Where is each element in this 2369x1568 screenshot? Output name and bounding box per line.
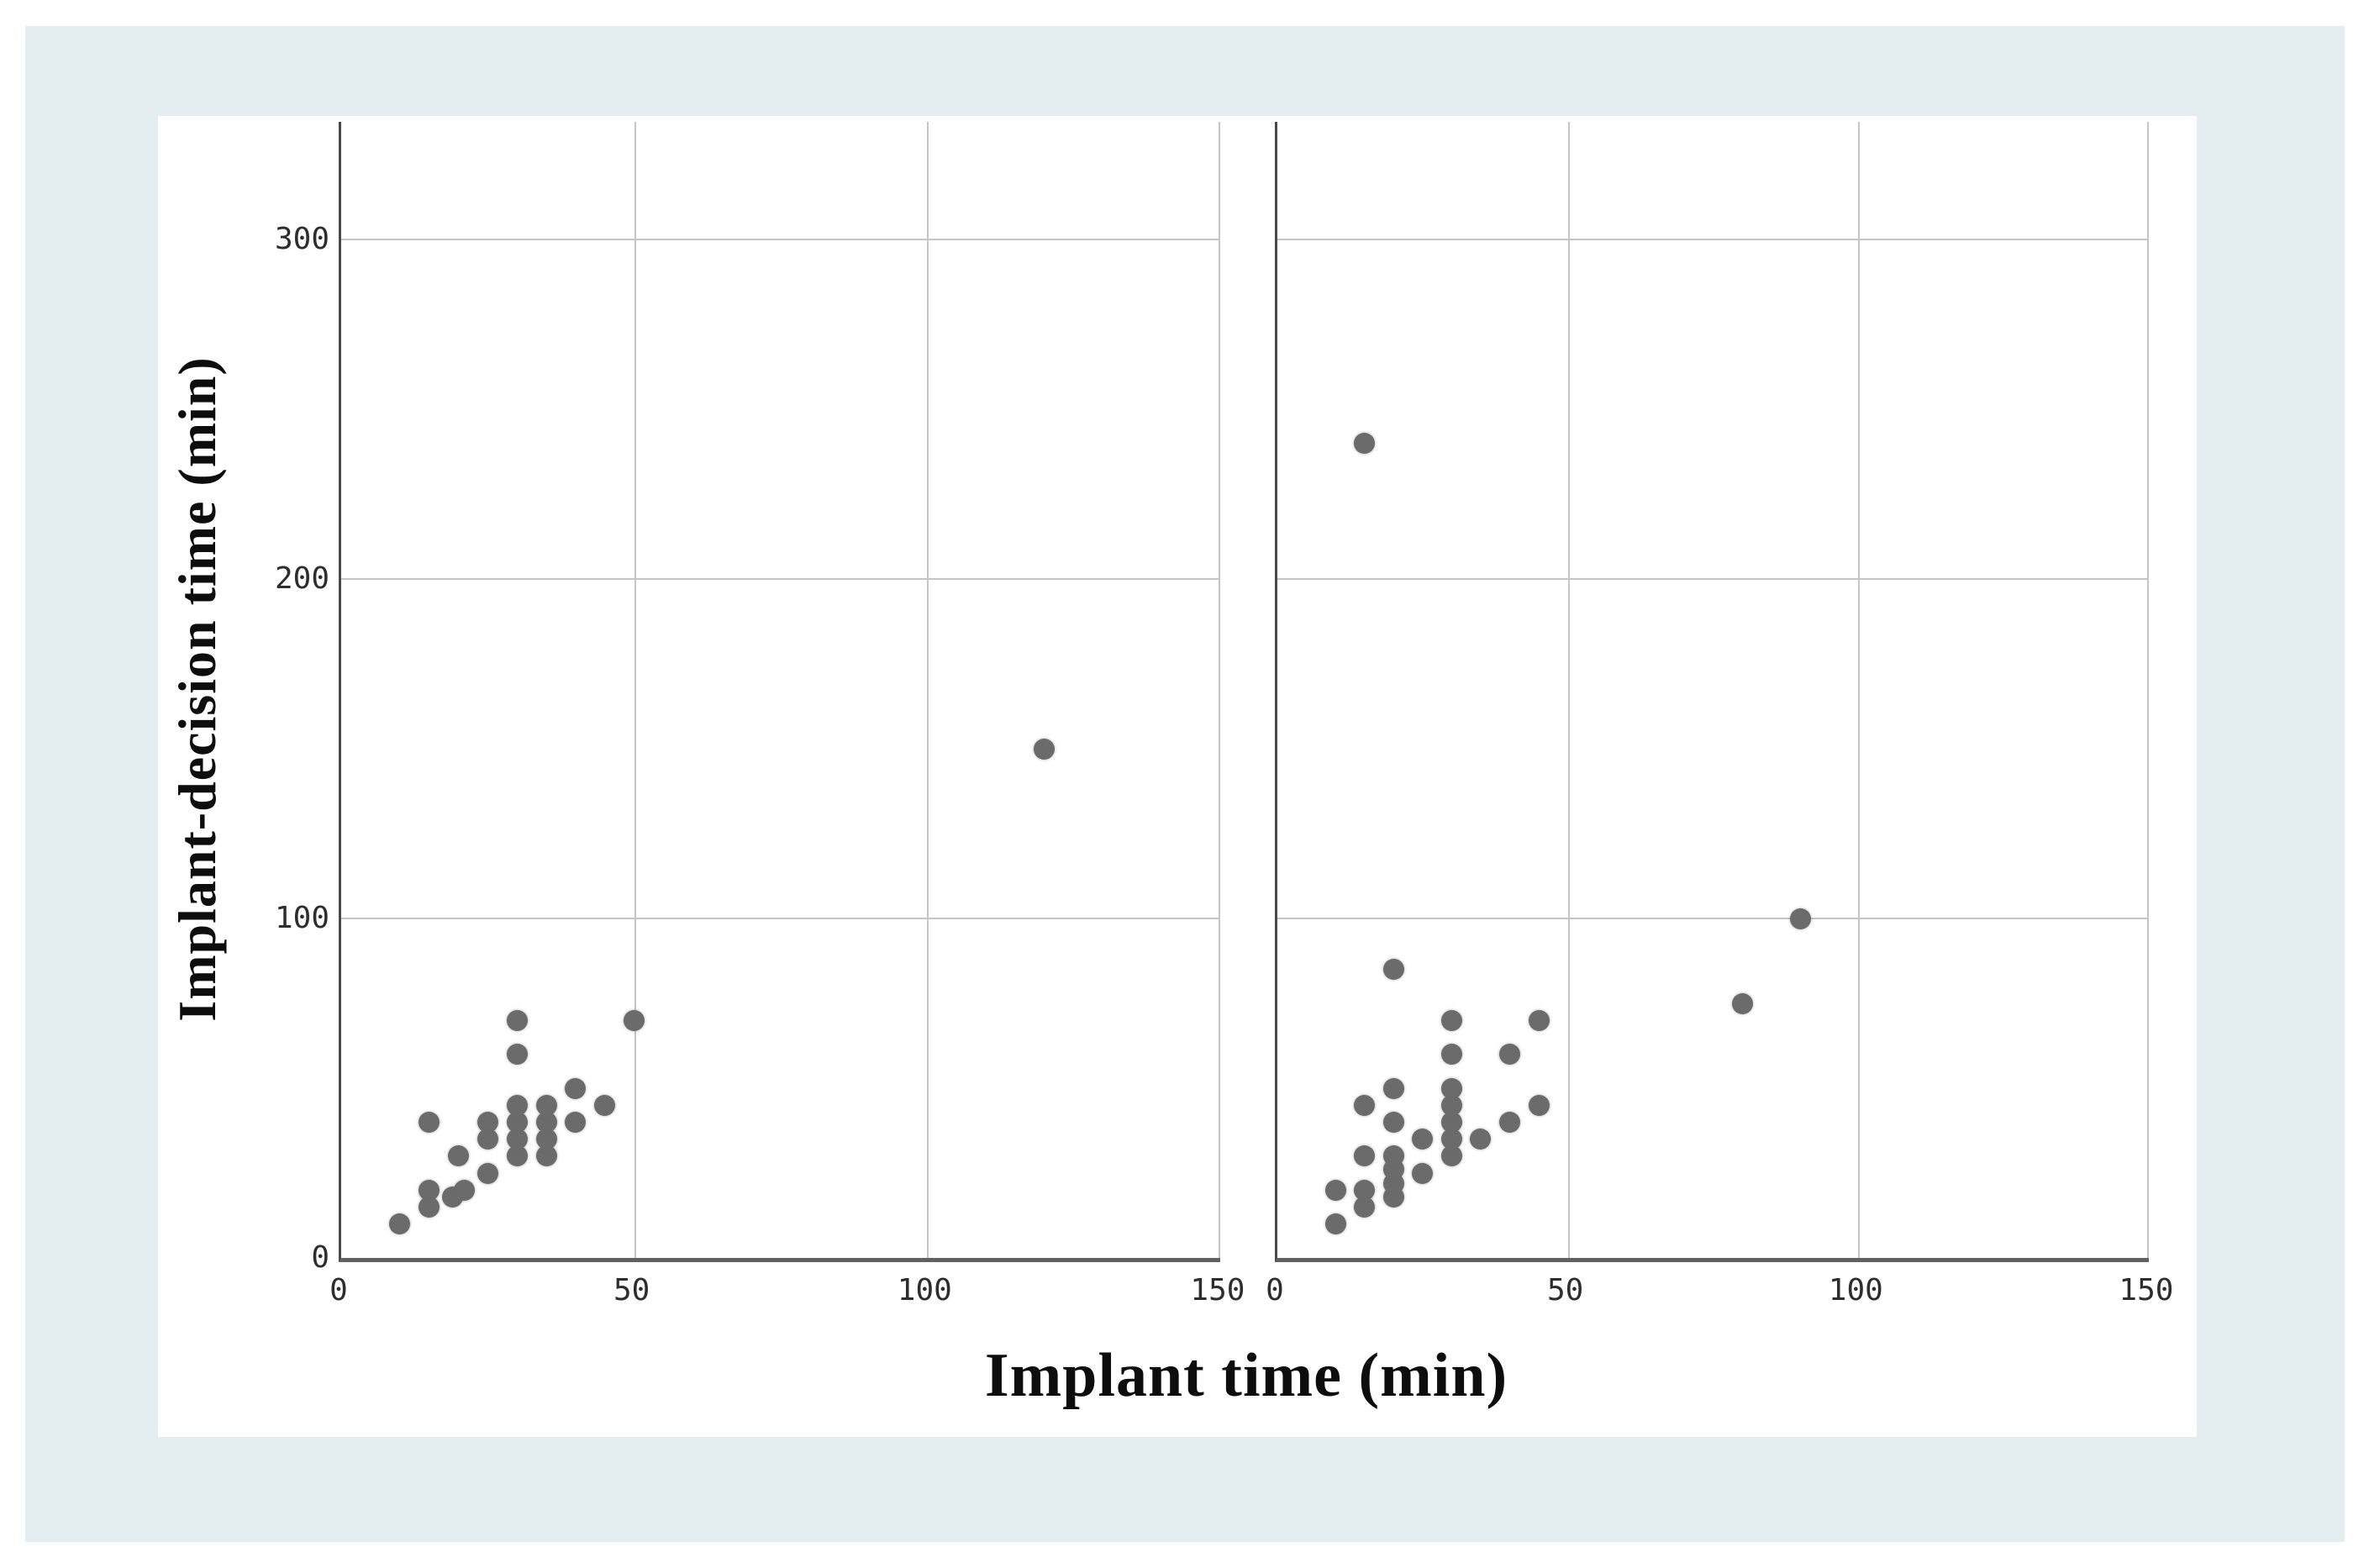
data-point [506, 1044, 528, 1066]
data-point [565, 1111, 587, 1133]
data-point [1382, 1111, 1404, 1133]
data-point [1034, 738, 1056, 760]
scatter-panel-left [339, 122, 1220, 1262]
x-axis-title: Implant time (min) [984, 1341, 1508, 1410]
data-point [506, 1094, 528, 1116]
gridline-vertical [927, 122, 929, 1258]
chart-card [158, 116, 2197, 1437]
data-point [1528, 1009, 1550, 1031]
y-tick-label: 200 [274, 561, 329, 596]
gridline-horizontal [341, 578, 1220, 580]
y-axis-title: Implant-decision time (min) [167, 356, 227, 1022]
data-point [1499, 1044, 1521, 1066]
data-point [1382, 1077, 1404, 1099]
gridline-horizontal [1277, 918, 2149, 919]
gridline-vertical [2147, 122, 2149, 1258]
x-tick-label: 150 [1190, 1273, 1245, 1308]
y-tick-label: 100 [274, 901, 329, 935]
data-point [535, 1094, 557, 1116]
data-point [1324, 1213, 1346, 1235]
x-tick-label: 100 [1828, 1273, 1883, 1308]
data-point [1382, 1145, 1404, 1167]
x-tick-label: 0 [329, 1273, 348, 1308]
gridline-horizontal [341, 239, 1220, 240]
scatter-panel-right [1275, 122, 2149, 1262]
data-point [1354, 432, 1376, 454]
data-point [1382, 959, 1404, 981]
data-point [476, 1111, 498, 1133]
data-point [447, 1145, 469, 1167]
data-point [476, 1162, 498, 1184]
data-point [1412, 1162, 1434, 1184]
y-tick-label: 300 [274, 222, 329, 256]
gridline-vertical [1219, 122, 1220, 1258]
x-tick-label: 0 [1266, 1273, 1284, 1308]
gridline-vertical [634, 122, 636, 1258]
gridline-vertical [1858, 122, 1861, 1258]
gridline-horizontal [1277, 578, 2149, 580]
data-point [453, 1179, 475, 1201]
gridline-horizontal [1277, 239, 2149, 240]
data-point [1324, 1179, 1346, 1201]
x-tick-label: 100 [897, 1273, 952, 1308]
data-point [624, 1009, 645, 1031]
x-tick-label: 50 [613, 1273, 650, 1308]
data-point [1731, 992, 1753, 1014]
data-point [1528, 1094, 1550, 1116]
data-point [1789, 908, 1811, 929]
gridline-horizontal [341, 918, 1220, 919]
x-tick-label: 50 [1546, 1273, 1584, 1308]
data-point [1440, 1077, 1462, 1099]
data-point [419, 1179, 440, 1201]
data-point [1440, 1009, 1462, 1031]
data-point [1354, 1145, 1376, 1167]
data-point [1354, 1179, 1376, 1201]
data-point [1354, 1094, 1376, 1116]
data-point [419, 1111, 440, 1133]
data-point [1412, 1129, 1434, 1150]
data-point [1440, 1044, 1462, 1066]
y-tick-label: 0 [311, 1240, 329, 1275]
data-point [565, 1077, 587, 1099]
data-point [594, 1094, 616, 1116]
data-point [506, 1009, 528, 1031]
data-point [1470, 1129, 1492, 1150]
x-tick-label: 150 [2119, 1273, 2174, 1308]
data-point [1499, 1111, 1521, 1133]
gridline-vertical [1567, 122, 1570, 1258]
data-point [389, 1213, 411, 1235]
